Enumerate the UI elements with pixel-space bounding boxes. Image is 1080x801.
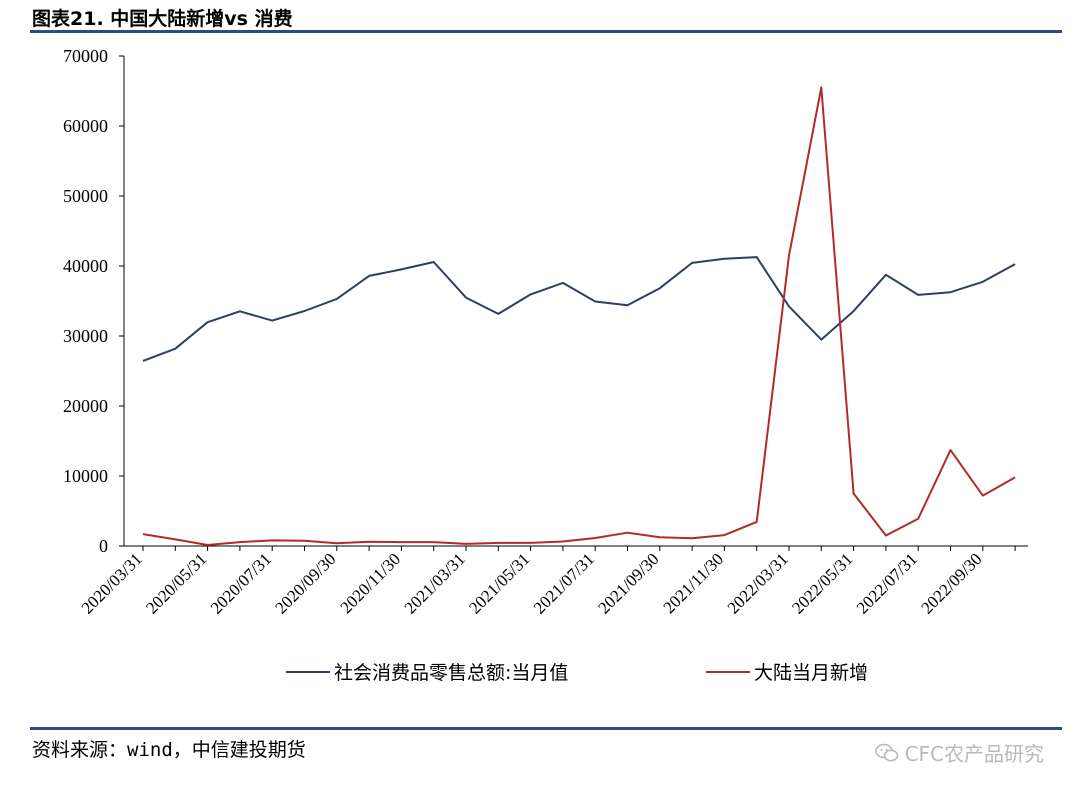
legend-label-new-cases: 大陆当月新增 (754, 662, 868, 684)
chart-series (142, 86, 1016, 546)
watermark-text: CFC农产品研究 (904, 742, 1044, 766)
x-tick-label: 2020/03/31 (78, 549, 146, 617)
y-tick-label: 40000 (63, 256, 108, 276)
x-tick-label: 2020/07/31 (207, 549, 275, 617)
x-tick-label: 2021/03/31 (401, 549, 469, 617)
y-tick-label: 20000 (63, 396, 108, 416)
figure-title: 图表21. 中国大陆新增vs 消费 (32, 8, 293, 30)
x-tick-label: 2022/09/30 (917, 549, 985, 617)
x-tick-label: 2022/03/31 (724, 549, 792, 617)
x-tick-label: 2020/09/30 (271, 549, 339, 617)
source-note: 资料来源：wind，中信建投期货 (32, 739, 306, 761)
x-tick-label: 2022/07/31 (853, 549, 921, 617)
x-tick-label: 2021/11/30 (659, 549, 727, 617)
y-tick-label: 30000 (63, 326, 108, 346)
x-tick-label: 2021/05/31 (465, 549, 533, 617)
legend-label-consumption: 社会消费品零售总额:当月值 (334, 662, 568, 684)
x-tick-label: 2021/07/31 (530, 549, 598, 617)
x-tick-label: 2022/05/31 (788, 549, 856, 617)
y-tick-label: 60000 (63, 116, 108, 136)
series-line-new-cases (142, 86, 1016, 546)
x-tick-label: 2020/05/31 (142, 549, 210, 617)
y-tick-label: 50000 (63, 186, 108, 206)
y-tick-label: 0 (99, 536, 108, 556)
top-rule (30, 30, 1062, 33)
y-tick-label: 10000 (63, 466, 108, 486)
watermark: CFC农产品研究 (874, 738, 1044, 767)
bottom-rule (30, 727, 1062, 730)
series-line-consumption (142, 256, 1016, 362)
x-tick-label: 2020/11/30 (336, 549, 404, 617)
y-tick-label: 70000 (63, 46, 108, 66)
chart-legend: 社会消费品零售总额:当月值 大陆当月新增 (286, 662, 868, 684)
wechat-icon (874, 743, 898, 761)
line-chart: 0 10000 20000 30000 40000 50000 60000 70000 2020… (63, 46, 1028, 684)
x-tick-label: 2021/09/30 (594, 549, 662, 617)
